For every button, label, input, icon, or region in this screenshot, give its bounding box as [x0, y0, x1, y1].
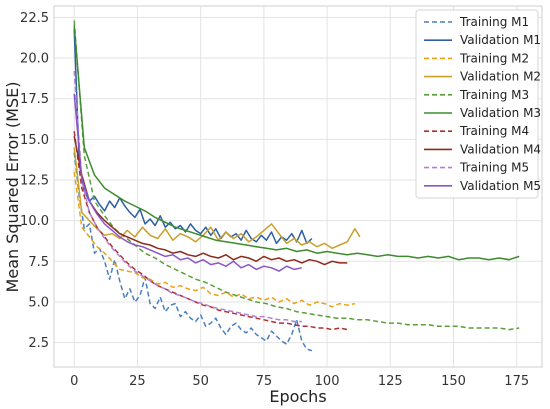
y-tick-label: 5.0 [28, 295, 49, 310]
grid-lines [54, 6, 542, 367]
series-line-training-m2 [73, 171, 356, 308]
y-tick-label: 10.0 [20, 214, 49, 229]
legend-label: Training M1 [459, 15, 529, 29]
series-line-training-m1 [73, 152, 313, 352]
series-line-training-m3 [73, 20, 520, 331]
x-tick-label: 100 [315, 374, 340, 389]
legend-label: Validation M1 [460, 33, 541, 47]
y-axis-label: Mean Squared Error (MSE) [3, 82, 22, 293]
y-tick-label: 22.5 [20, 11, 49, 26]
y-tick-label: 20.0 [20, 52, 49, 67]
legend-label: Validation M3 [460, 106, 541, 120]
x-tick-label: 150 [441, 374, 466, 389]
x-tick-label: 50 [192, 374, 209, 389]
series-line-training-m4 [73, 131, 348, 331]
series-line-validation-m4 [73, 135, 348, 266]
legend-label: Validation M2 [460, 70, 541, 84]
x-axis-label: Epochs [269, 387, 326, 406]
series-line-validation-m1 [73, 28, 313, 245]
x-tick-label: 75 [256, 374, 273, 389]
series-lines [73, 20, 520, 352]
series-line-training-m5 [73, 70, 302, 323]
x-tick-label: 25 [129, 374, 146, 389]
legend-label: Training M2 [459, 51, 529, 65]
legend: Training M1 Validation M1 Training M2 Valid… [415, 9, 541, 199]
legend-label: Training M5 [459, 161, 529, 175]
y-tick-label: 17.5 [20, 92, 49, 107]
y-tick-label: 15.0 [20, 133, 49, 148]
x-tick-label: 0 [70, 374, 78, 389]
y-tick-label: 12.5 [20, 173, 49, 188]
legend-label: Validation M4 [460, 142, 541, 156]
series-line-validation-m3 [73, 25, 520, 261]
series-line-validation-m5 [73, 93, 302, 272]
legend-box [415, 9, 539, 199]
legend-label: Training M4 [459, 124, 529, 138]
tick-labels: 0 25 50 75 100 125 150 175 2.5 5.0 7.5 10.0 12.5 15.0… [20, 11, 529, 389]
legend-label: Training M3 [459, 88, 529, 102]
legend-label: Validation M5 [460, 179, 541, 193]
x-tick-label: 175 [504, 374, 529, 389]
x-tick-label: 125 [378, 374, 403, 389]
y-tick-label: 2.5 [28, 336, 49, 351]
y-tick-label: 7.5 [28, 255, 49, 270]
